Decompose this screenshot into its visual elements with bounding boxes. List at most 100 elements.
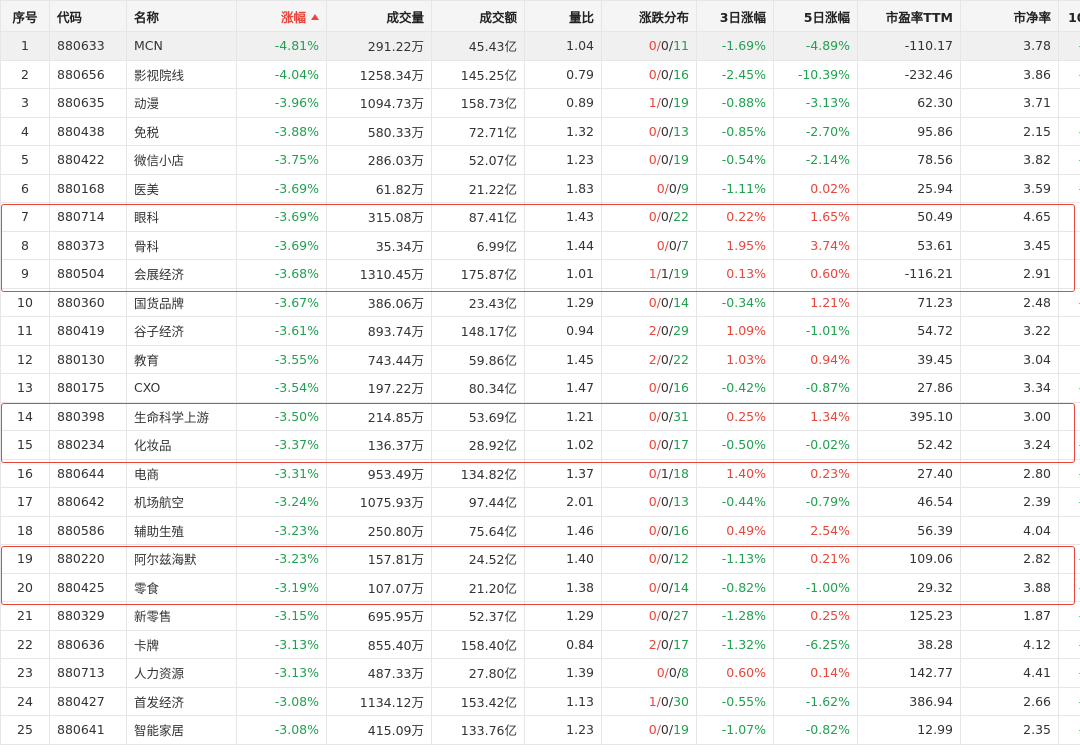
distribution-up-count: 1 — [648, 693, 657, 709]
distribution-flat-count: 0 — [660, 209, 669, 225]
col-header-change[interactable]: 涨幅 — [236, 0, 327, 32]
row-index: 13 — [0, 373, 50, 403]
row-volume-ratio: 2.01 — [524, 487, 602, 517]
table-row[interactable]: 3 880635 动漫 -3.96% 1094.73万 158.73亿 0.89 1/0/19… — [0, 88, 1080, 118]
row-pb: 4.65 — [960, 202, 1059, 232]
row-10day-change: 2.94% — [1058, 230, 1080, 260]
table-row[interactable]: 10 880360 国货品牌 -3.67% 386.06万 23.43亿 1.29 0/0/1… — [0, 287, 1080, 317]
row-volume-ratio: 1.01 — [524, 259, 602, 289]
row-distribution: 0/0/31 — [601, 401, 697, 431]
row-volume-ratio: 0.94 — [524, 316, 602, 346]
table-row[interactable]: 17 880642 机场航空 -3.24% 1075.93万 97.44亿 2.01 0/0/… — [0, 487, 1080, 517]
col-header-5day-change[interactable]: 5日涨幅 — [773, 0, 858, 32]
row-pe-ttm: 12.99 — [857, 715, 961, 745]
row-10day-change: -2.04% — [1058, 629, 1080, 659]
row-pb: 4.04 — [960, 515, 1059, 545]
row-pe-ttm: 56.39 — [857, 515, 961, 545]
row-volume-ratio: 1.46 — [524, 515, 602, 545]
row-name: 会展经济 — [126, 259, 237, 289]
table-row[interactable]: 6 880168 医美 -3.69% 61.82万 21.22亿 1.83 0/0/9 -1.1… — [0, 173, 1080, 203]
table-row[interactable]: 22 880636 卡牌 -3.13% 855.40万 158.40亿 0.84 2/0/17… — [0, 629, 1080, 659]
row-amount: 6.99亿 — [431, 230, 525, 260]
row-pe-ttm: 39.45 — [857, 344, 961, 374]
col-header-volume-ratio[interactable]: 量比 — [524, 0, 602, 32]
table-row[interactable]: 4 880438 免税 -3.88% 580.33万 72.71亿 1.32 0/0/13 -0… — [0, 116, 1080, 146]
col-header-3day-change[interactable]: 3日涨幅 — [696, 0, 774, 32]
table-row[interactable]: 12 880130 教育 -3.55% 743.44万 59.86亿 1.45 2/0/22 1… — [0, 344, 1080, 374]
row-pb: 2.91 — [960, 259, 1059, 289]
row-distribution: 1/0/30 — [601, 686, 697, 716]
row-volume: 415.09万 — [326, 715, 432, 745]
row-index: 2 — [0, 59, 50, 89]
table-row[interactable]: 18 880586 辅助生殖 -3.23% 250.80万 75.64亿 1.46 0/0/1… — [0, 515, 1080, 545]
row-5day-change: -2.70% — [773, 116, 858, 146]
col-header-pe-ttm[interactable]: 市盈率TTM — [857, 0, 961, 32]
table-row[interactable]: 23 880713 人力资源 -3.13% 487.33万 27.80亿 1.39 0/0/8… — [0, 658, 1080, 688]
row-10day-change: -1.98% — [1058, 686, 1080, 716]
table-row[interactable]: 20 880425 零食 -3.19% 107.07万 21.20亿 1.38 0/0/14-… — [0, 572, 1080, 602]
distribution-separator: / — [656, 693, 661, 709]
row-index: 6 — [0, 173, 50, 203]
table-row[interactable]: 25 880641 智能家居 -3.08% 415.09万 133.76亿 1.23 0/0/… — [0, 715, 1080, 745]
col-header-name[interactable]: 名称 — [126, 0, 237, 32]
table-row[interactable]: 8 880373 骨科 -3.69% 35.34万 6.99亿 1.44 0/0/7 1.95%… — [0, 230, 1080, 260]
table-row[interactable]: 13 880175 CXO -3.54% 197.22万 80.34亿 1.47 0/0/16… — [0, 373, 1080, 403]
table-row[interactable]: 21 880329 新零售 -3.15% 695.95万 52.37亿 1.29 0/0/27… — [0, 601, 1080, 631]
row-amount: 45.43亿 — [431, 31, 525, 61]
col-header-10day-change[interactable]: 10日涨幅 — [1058, 0, 1080, 32]
table-row[interactable]: 7 880714 眼科 -3.69% 315.08万 87.41亿 1.43 0/0/22 0.… — [0, 202, 1080, 232]
table-row[interactable]: 11 880419 谷子经济 -3.61% 893.74万 148.17亿 0.94 2/0/… — [0, 316, 1080, 346]
row-change: -3.23% — [236, 515, 327, 545]
row-name: 零食 — [126, 572, 237, 602]
row-change: -3.08% — [236, 715, 327, 745]
row-distribution: 0/0/16 — [601, 515, 697, 545]
row-volume: 1258.34万 — [326, 59, 432, 89]
distribution-down-count: 12 — [673, 551, 689, 567]
col-header-index[interactable]: 序号 — [0, 0, 50, 32]
row-volume-ratio: 1.23 — [524, 145, 602, 175]
row-name: 医美 — [126, 173, 237, 203]
row-amount: 28.92亿 — [431, 430, 525, 460]
row-name: 人力资源 — [126, 658, 237, 688]
distribution-separator: / — [668, 437, 674, 453]
distribution-up-count: 0 — [656, 665, 665, 681]
row-volume: 250.80万 — [326, 515, 432, 545]
table-row[interactable]: 24 880427 首发经济 -3.08% 1134.12万 153.42亿 1.13 1/0… — [0, 686, 1080, 716]
table-row[interactable]: 1 880633 MCN -4.81% 291.22万 45.43亿 1.04 0/0/11-… — [0, 31, 1080, 61]
row-10day-change: -2.80% — [1058, 373, 1080, 403]
row-volume: 1075.93万 — [326, 487, 432, 517]
row-volume: 291.22万 — [326, 31, 432, 61]
row-index: 5 — [0, 145, 50, 175]
row-pb: 3.22 — [960, 316, 1059, 346]
row-volume-ratio: 1.39 — [524, 658, 602, 688]
col-header-pb[interactable]: 市净率 — [960, 0, 1059, 32]
row-3day-change: -1.69% — [696, 31, 774, 61]
row-5day-change: 0.21% — [773, 544, 858, 574]
table-row[interactable]: 19 880220 阿尔兹海默 -3.23% 157.81万 24.52亿 1.40 0/0/… — [0, 544, 1080, 574]
table-row[interactable]: 2 880656 影视院线 -4.04% 1258.34万 145.25亿 0.79 0/0/… — [0, 59, 1080, 89]
row-pb: 3.59 — [960, 173, 1059, 203]
row-5day-change: -0.82% — [773, 715, 858, 745]
row-volume: 695.95万 — [326, 601, 432, 631]
table-row[interactable]: 5 880422 微信小店 -3.75% 286.03万 52.07亿 1.23 0/0/19… — [0, 145, 1080, 175]
table-row[interactable]: 9 880504 会展经济 -3.68% 1310.45万 175.87亿 1.01 1/1/… — [0, 259, 1080, 289]
row-pe-ttm: 109.06 — [857, 544, 961, 574]
col-header-volume[interactable]: 成交量 — [326, 0, 432, 32]
row-10day-change: 0.04% — [1058, 202, 1080, 232]
distribution-down-count: 27 — [673, 608, 689, 624]
row-10day-change: -0.29% — [1058, 658, 1080, 688]
col-header-code[interactable]: 代码 — [49, 0, 127, 32]
row-distribution: 2/0/29 — [601, 316, 697, 346]
distribution-flat-count: 0 — [660, 351, 669, 367]
col-header-amount[interactable]: 成交额 — [431, 0, 525, 32]
table-row[interactable]: 16 880644 电商 -3.31% 953.49万 134.82亿 1.37 0/1/18… — [0, 458, 1080, 488]
row-distribution: 0/0/14 — [601, 572, 697, 602]
distribution-separator: / — [656, 636, 661, 652]
table-row[interactable]: 15 880234 化妆品 -3.37% 136.37万 28.92亿 1.02 0/0/17… — [0, 430, 1080, 460]
table-row[interactable]: 14 880398 生命科学上游 -3.50% 214.85万 53.69亿 1.21 0/0… — [0, 401, 1080, 431]
col-header-distribution[interactable]: 涨跌分布 — [601, 0, 697, 32]
distribution-separator: / — [656, 608, 661, 624]
row-name: 动漫 — [126, 88, 237, 118]
distribution-separator: / — [656, 66, 661, 82]
row-pb: 3.82 — [960, 145, 1059, 175]
